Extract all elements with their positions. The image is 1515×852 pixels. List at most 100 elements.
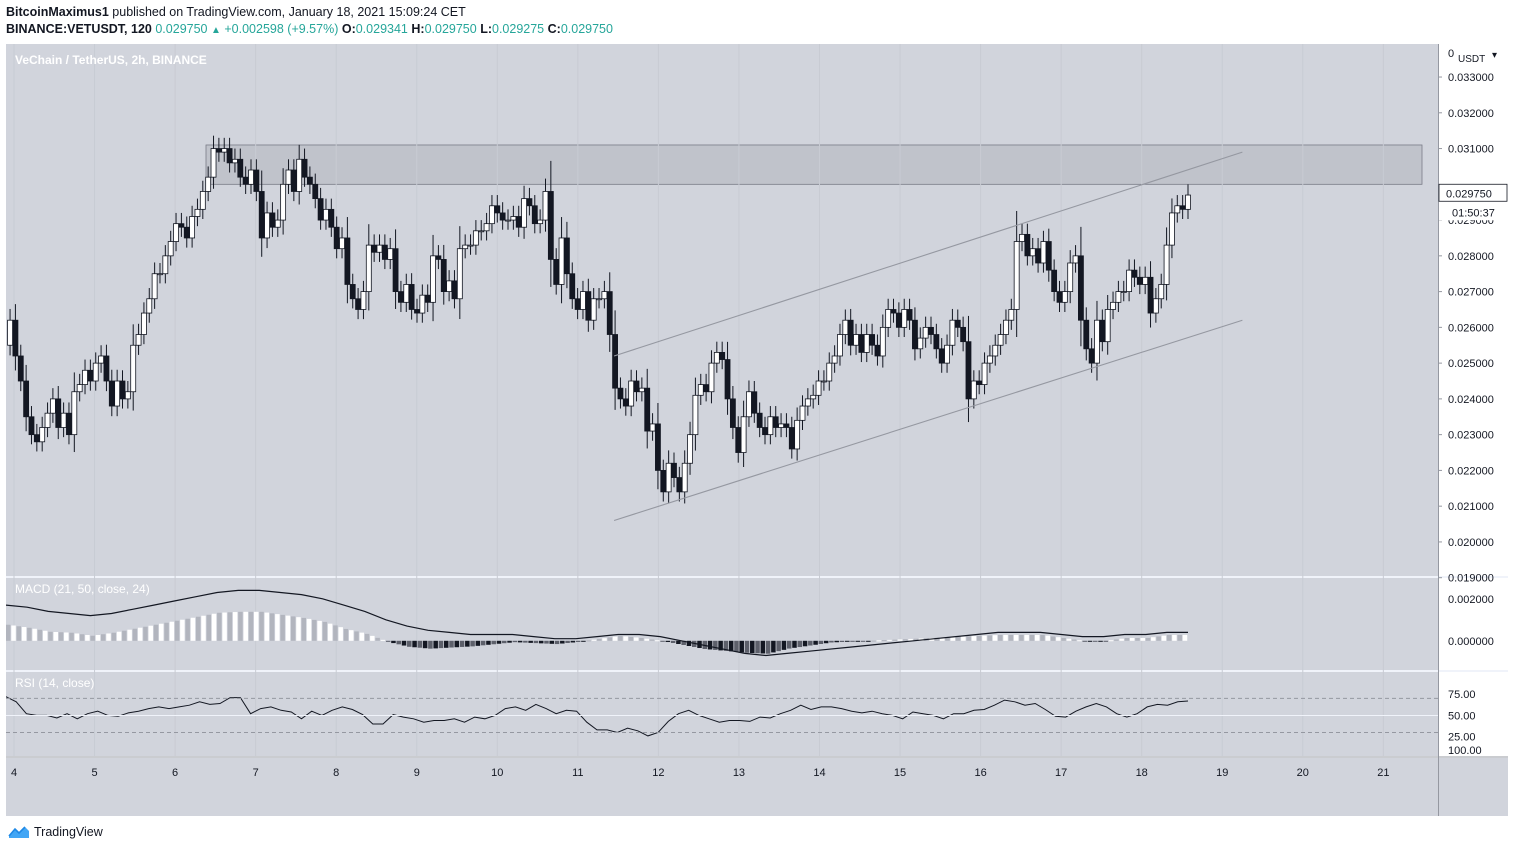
candle-down (606, 291, 613, 335)
price-pane-background[interactable] (6, 44, 1438, 576)
macd-histogram-bar (707, 640, 713, 650)
candle-down (622, 398, 629, 407)
candle-down (788, 427, 795, 450)
macd-histogram-bar (939, 637, 945, 641)
price-tick-label: 0.027000 (1448, 287, 1494, 299)
candle-up (274, 219, 281, 228)
macd-histogram-bar (122, 630, 127, 641)
macd-histogram-bar (1103, 640, 1109, 642)
macd-histogram-bar (1093, 640, 1098, 642)
candle-down (349, 284, 356, 300)
footer-brand[interactable]: TradingView (34, 825, 103, 839)
candle-up (863, 334, 870, 353)
macd-histogram-bar (1045, 635, 1051, 641)
candle-up (687, 434, 693, 464)
candle-up (141, 312, 147, 335)
candle-down (1035, 248, 1041, 264)
candle-up (199, 191, 206, 210)
macd-histogram-bar (549, 640, 555, 644)
candle-up (162, 255, 169, 275)
macd-histogram-bar (137, 627, 143, 641)
macd-histogram-bar (348, 630, 354, 641)
candle-down (1147, 276, 1154, 314)
chart-svg[interactable]: 0.0330000.0320000.0310000.0290000.028000… (6, 44, 1508, 816)
candle-down (494, 205, 501, 214)
candle-up (558, 237, 565, 285)
rsi-tick-label: 25.00 (1448, 732, 1476, 744)
macd-histogram-bar (723, 640, 729, 651)
rsi-pane-background[interactable] (6, 672, 1438, 756)
price-tick-label: 0.020000 (1448, 537, 1494, 549)
macd-histogram-bar (201, 615, 206, 641)
macd-histogram-bar (6, 624, 11, 641)
candle-up (1008, 309, 1015, 321)
candle-down (17, 355, 24, 382)
candle-up (1120, 291, 1127, 294)
macd-histogram-bar (380, 639, 386, 641)
symbol-label: BINANCE:VETUSDT, 120 (6, 22, 152, 36)
candle-down (66, 412, 72, 436)
macd-histogram-bar (855, 640, 861, 642)
macd-histogram-bar (32, 628, 37, 641)
macd-histogram-bar (211, 613, 217, 641)
candle-up (446, 280, 453, 293)
candle-down (729, 398, 736, 428)
up-arrow-icon: ▲ (210, 25, 221, 36)
macd-histogram-bar (1119, 638, 1124, 641)
close-value: 0.029750 (560, 22, 613, 36)
macd-histogram-bar (591, 639, 597, 641)
macd-histogram-bar (976, 635, 982, 641)
candle-down (1051, 269, 1058, 293)
channel-lower-line[interactable] (613, 319, 1243, 522)
macd-histogram-bar (85, 634, 90, 641)
macd-histogram-bar (48, 631, 53, 641)
candle-up (280, 183, 287, 221)
candle-up (44, 412, 51, 428)
macd-histogram-bar (639, 637, 644, 641)
channel-upper-line[interactable] (613, 151, 1243, 357)
macd-histogram-bar (69, 632, 74, 641)
candle-up (82, 369, 88, 385)
macd-histogram-bar (881, 640, 887, 642)
macd-histogram-bar (829, 640, 834, 643)
time-axis-background[interactable] (6, 758, 1508, 816)
macd-histogram-bar (570, 640, 576, 643)
candle-down (242, 176, 249, 185)
chart-area[interactable]: 0.033000 0.032000 0.031000 0.029000 0.028000… (6, 44, 1508, 816)
candle-up (601, 291, 608, 300)
candle-up (1126, 269, 1133, 293)
candle-up (970, 380, 977, 400)
macd-histogram-bar (887, 639, 892, 641)
candle-up (917, 337, 924, 350)
candle-down (912, 319, 918, 350)
candle-down (307, 176, 313, 185)
candle-down (33, 434, 40, 443)
macd-histogram-bar (422, 640, 428, 649)
candle-up (360, 291, 367, 310)
price-axis-background[interactable] (1438, 44, 1508, 756)
chevron-down-icon[interactable]: ▾ (1492, 50, 1497, 61)
candle-up (885, 309, 892, 328)
candle-up (879, 326, 886, 357)
macd-histogram-bar (507, 640, 512, 643)
macd-histogram-bar (1135, 637, 1140, 641)
macd-histogram-bar (528, 640, 533, 643)
macd-histogram-bar (359, 632, 365, 641)
author-name[interactable]: BitcoinMaximus1 (6, 5, 109, 19)
candle-down (183, 226, 190, 239)
ohlc-legend: BINANCE:VETUSDT, 120 0.029750 ▲ +0.00259… (6, 22, 613, 36)
candle-down (178, 223, 185, 228)
macd-histogram-bar (776, 640, 781, 652)
candle-up (746, 391, 752, 418)
macd-line (6, 589, 1188, 657)
candle-down (119, 380, 126, 400)
resistance-zone[interactable] (205, 144, 1423, 185)
macd-histogram-bar (1029, 634, 1035, 641)
macd-histogram-bar (1061, 637, 1066, 641)
macd-histogram-bar (100, 634, 106, 641)
candle-up (922, 326, 929, 339)
candle-up (1169, 212, 1175, 246)
macd-histogram-bar (797, 640, 803, 648)
candle-down (564, 237, 570, 275)
candle-down (772, 416, 779, 428)
